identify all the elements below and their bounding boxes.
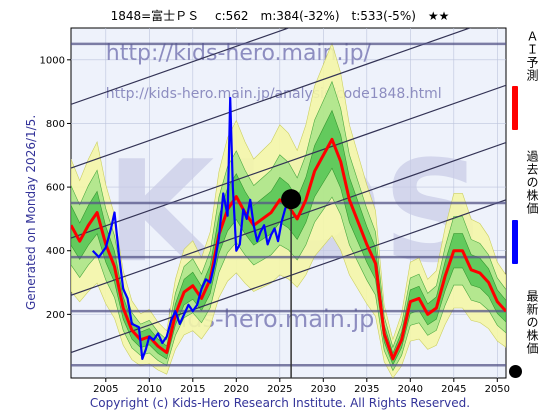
legend: ＡＩ予測 過去の株価 最新の株価 — [509, 30, 558, 420]
legend-label-history: 過去の株価 — [525, 150, 539, 215]
y-tick-label: 400 — [46, 246, 65, 257]
copyright-footer: Copyright (c) Kids-Hero Research Institu… — [89, 396, 471, 410]
x-tick-label: 2015 — [180, 384, 205, 395]
legend-label-prediction: ＡＩ予測 — [525, 30, 539, 82]
trend-channel-line — [71, 28, 291, 105]
trend-channels — [71, 28, 506, 354]
legend-swatch-prediction — [512, 86, 518, 130]
x-tick-label: 2020 — [224, 384, 249, 395]
legend-item-prediction: ＡＩ予測 — [510, 30, 558, 140]
x-tick-label: 2045 — [441, 384, 466, 395]
x-tick-label: 2030 — [311, 384, 336, 395]
horizontal-levels — [71, 42, 506, 367]
chart-title: 1848=富士ＰＳ c:562 m:384(-32%) t:533(-5%) ★… — [110, 9, 450, 23]
trend-channel-line — [71, 28, 472, 169]
legend-label-latest: 最新の株価 — [525, 290, 539, 355]
legend-dot-latest — [509, 365, 522, 378]
trend-channel-line — [71, 84, 506, 239]
y-tick-label: 600 — [46, 183, 65, 194]
trend-channel-line — [71, 199, 506, 354]
x-tick-label: 2050 — [485, 384, 510, 395]
y-tick-label: 200 — [46, 310, 65, 321]
legend-item-latest: 最新の株価 — [509, 290, 558, 410]
legend-swatch-history — [512, 220, 518, 264]
y-tick-label: 1000 — [40, 55, 65, 66]
y-tick-label: 800 — [46, 119, 65, 130]
x-axis-ticks: 2005 2010 2015 2020 2025 2030 2035 2040 2045 2050 — [93, 378, 510, 395]
current-marker — [281, 189, 302, 378]
y-axis-ticks: 200 400 600 800 1000 — [40, 55, 71, 321]
x-tick-label: 2005 — [93, 384, 118, 395]
history-line — [91, 96, 290, 361]
x-tick-label: 2025 — [267, 384, 292, 395]
trend-channel-line — [71, 141, 506, 296]
current-price-dot — [281, 189, 302, 210]
x-tick-label: 2010 — [137, 384, 162, 395]
watermark-url-detail: http://kids-hero.main.jp/analysis/code18… — [106, 86, 442, 102]
legend-item-history: 過去の株価 — [510, 150, 558, 290]
x-tick-label: 2040 — [398, 384, 423, 395]
x-tick-label: 2035 — [354, 384, 379, 395]
